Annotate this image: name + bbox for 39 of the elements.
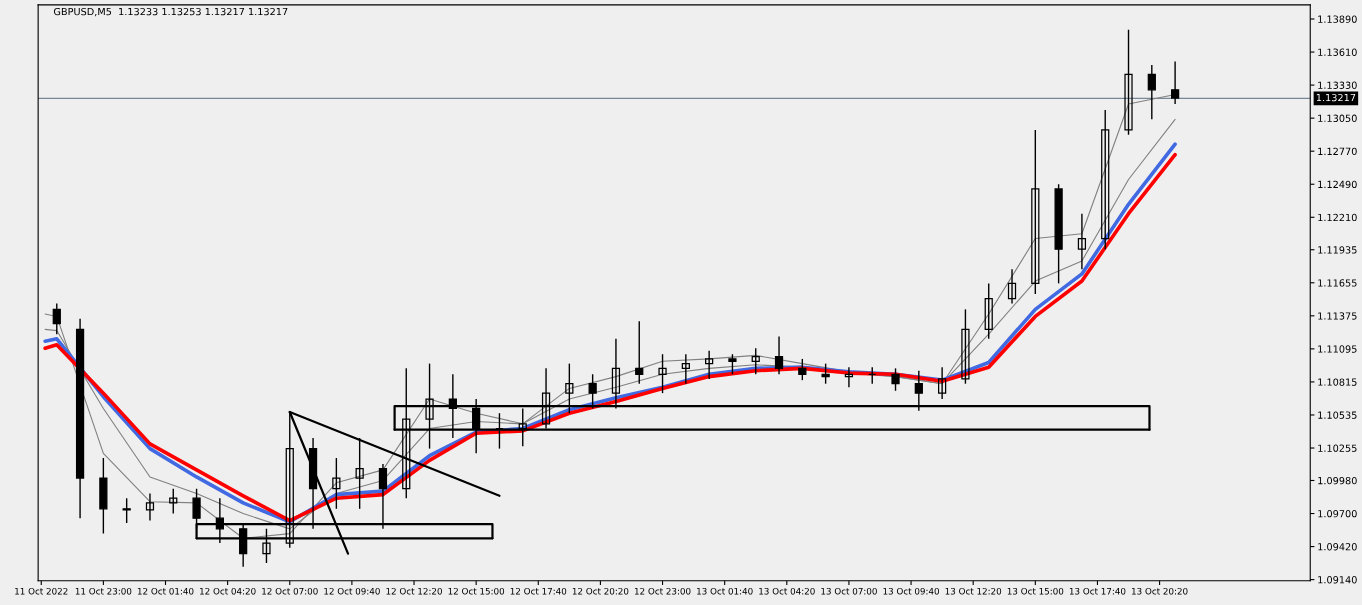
x-tick-label: 12 Oct 20:20	[572, 587, 629, 595]
y-tick-label: 1.09980	[1318, 476, 1357, 485]
x-tick-label: 11 Oct 2022	[15, 587, 68, 595]
y-tick-label: 1.11655	[1318, 279, 1357, 287]
x-tick-label: 13 Oct 04:20	[759, 587, 815, 595]
y-tick-label: 1.13330	[1318, 81, 1357, 89]
y-tick-label: 1.10535	[1318, 411, 1357, 419]
chart-title: GBPUSD,M5 1.13233 1.13253 1.13217 1.13217	[53, 7, 288, 17]
y-tick-label: 1.12490	[1318, 180, 1357, 189]
y-tick-label: 1.09140	[1318, 576, 1357, 584]
y-tick-label: 1.09420	[1318, 543, 1357, 551]
x-tick-label: 13 Oct 17:40	[1069, 587, 1126, 595]
x-tick-label: 12 Oct 09:40	[324, 587, 380, 595]
x-tick-label: 11 Oct 23:00	[75, 587, 132, 595]
y-tick-label: 1.12210	[1318, 213, 1357, 222]
x-tick-label: 12 Oct 23:00	[634, 587, 691, 595]
y-tick-label: 1.09700	[1318, 510, 1357, 518]
ref-line-label: 1.13217	[1316, 93, 1356, 102]
y-tick-label: 1.11095	[1318, 345, 1357, 353]
y-tick-label: 1.11935	[1318, 246, 1357, 254]
y-tick-label: 1.13890	[1318, 15, 1357, 23]
x-tick-label: 12 Oct 12:20	[386, 587, 442, 595]
y-tick-label: 1.13610	[1318, 48, 1357, 56]
x-tick-label: 13 Oct 12:20	[945, 587, 1002, 595]
y-tick-label: 1.10255	[1318, 444, 1357, 452]
x-tick-label: 13 Oct 20:20	[1132, 587, 1188, 595]
x-tick-label: 12 Oct 04:20	[200, 587, 256, 595]
x-tick-label: 12 Oct 17:40	[510, 587, 567, 595]
x-tick-label: 12 Oct 15:00	[448, 587, 505, 595]
x-tick-label: 13 Oct 07:00	[821, 587, 877, 595]
x-tick-label: 12 Oct 07:00	[262, 587, 318, 595]
y-tick-label: 1.11375	[1318, 312, 1357, 320]
x-tick-label: 13 Oct 15:00	[1007, 587, 1064, 595]
x-tick-label: 13 Oct 01:40	[697, 587, 753, 595]
y-tick-label: 1.10815	[1318, 378, 1357, 386]
y-tick-label: 1.13050	[1318, 114, 1357, 122]
x-tick-label: 12 Oct 01:40	[137, 587, 194, 595]
y-tick-label: 1.12770	[1318, 147, 1357, 156]
x-tick-label: 13 Oct 09:40	[883, 587, 939, 595]
